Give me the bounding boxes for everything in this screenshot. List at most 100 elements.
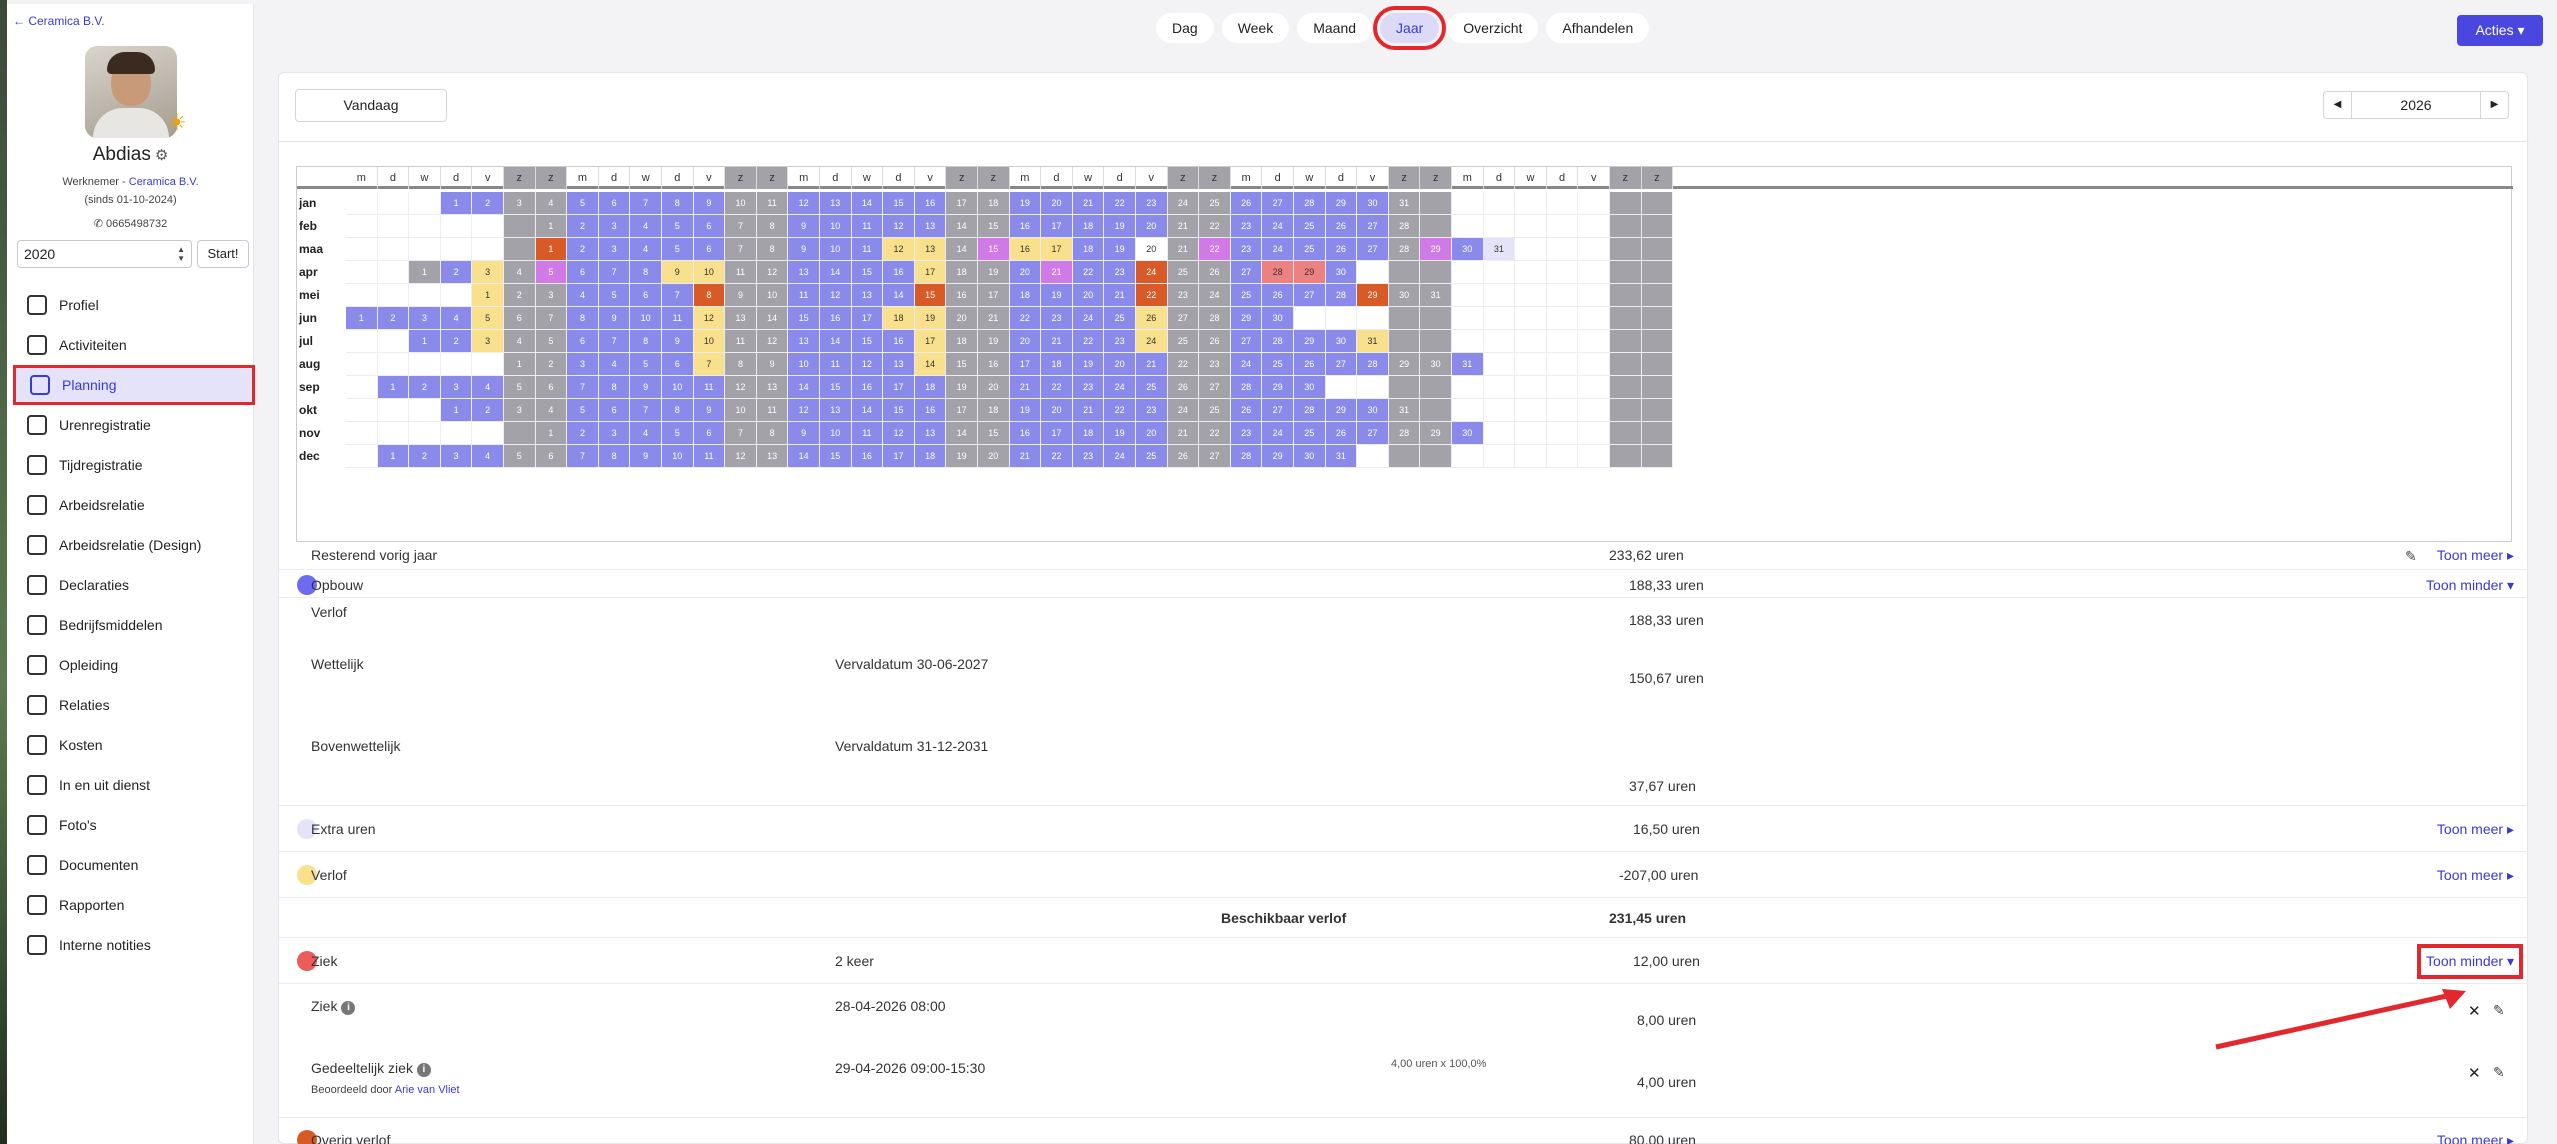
- day-cell[interactable]: 4: [630, 422, 662, 445]
- info-icon[interactable]: i: [341, 1001, 356, 1015]
- day-cell[interactable]: 18: [1009, 284, 1042, 307]
- day-cell[interactable]: 14: [914, 353, 947, 376]
- day-cell[interactable]: 11: [820, 353, 852, 376]
- day-cell[interactable]: 15: [978, 238, 1010, 261]
- day-cell[interactable]: 31: [1452, 353, 1484, 376]
- day-cell[interactable]: 30: [1325, 261, 1358, 284]
- sidebar-item-activiteiten[interactable]: Activiteiten: [13, 325, 255, 365]
- day-cell[interactable]: 5: [598, 284, 631, 307]
- day-cell[interactable]: 12: [756, 330, 789, 353]
- day-cell[interactable]: 22: [1009, 307, 1042, 330]
- day-cell[interactable]: 20: [978, 445, 1010, 468]
- day-cell[interactable]: 30: [1325, 330, 1358, 353]
- day-cell[interactable]: 24: [1167, 192, 1200, 215]
- day-cell[interactable]: 1: [472, 284, 504, 307]
- day-cell[interactable]: 26: [1230, 399, 1263, 422]
- day-cell[interactable]: 18: [978, 192, 1010, 215]
- day-cell[interactable]: 9: [662, 261, 694, 284]
- day-cell[interactable]: 23: [1041, 307, 1073, 330]
- sidebar-item-documenten[interactable]: Documenten: [13, 845, 255, 885]
- day-cell[interactable]: 29: [1388, 353, 1421, 376]
- day-cell[interactable]: 8: [598, 445, 631, 468]
- day-cell[interactable]: 10: [662, 376, 694, 399]
- day-cell[interactable]: 22: [1072, 330, 1105, 353]
- day-cell[interactable]: 6: [693, 238, 726, 261]
- day-cell[interactable]: 5: [535, 261, 568, 284]
- day-cell[interactable]: 17: [1041, 422, 1073, 445]
- start-button[interactable]: Start!: [197, 240, 249, 268]
- sidebar-item-arbeidsrelatie-design[interactable]: Arbeidsrelatie (Design): [13, 525, 255, 565]
- day-cell[interactable]: 21: [978, 307, 1010, 330]
- day-cell[interactable]: 14: [820, 330, 852, 353]
- day-cell[interactable]: 17: [978, 284, 1010, 307]
- day-cell[interactable]: 20: [1136, 422, 1168, 445]
- day-cell[interactable]: 6: [630, 284, 662, 307]
- day-cell[interactable]: 7: [725, 422, 757, 445]
- day-cell[interactable]: 25: [1199, 192, 1231, 215]
- day-cell[interactable]: 1: [409, 330, 441, 353]
- day-cell[interactable]: 25: [1294, 238, 1326, 261]
- day-cell[interactable]: 28: [1294, 192, 1326, 215]
- day-cell[interactable]: 6: [598, 399, 631, 422]
- day-cell[interactable]: 16: [914, 192, 947, 215]
- day-cell[interactable]: 22: [1199, 238, 1231, 261]
- day-cell[interactable]: 25: [1136, 376, 1168, 399]
- day-cell[interactable]: 26: [1167, 445, 1200, 468]
- day-cell[interactable]: 7: [630, 192, 662, 215]
- day-cell[interactable]: 12: [820, 284, 852, 307]
- sidebar-item-kosten[interactable]: Kosten: [13, 725, 255, 765]
- day-cell[interactable]: 10: [820, 422, 852, 445]
- day-cell[interactable]: 28: [1325, 284, 1358, 307]
- day-cell[interactable]: 7: [535, 307, 568, 330]
- toon-meer-link[interactable]: Toon meer ▸: [2436, 821, 2514, 837]
- day-cell[interactable]: 18: [914, 376, 947, 399]
- day-cell[interactable]: 21: [1041, 261, 1073, 284]
- day-cell[interactable]: 8: [725, 353, 757, 376]
- day-cell[interactable]: 14: [851, 399, 884, 422]
- day-cell[interactable]: 14: [946, 238, 978, 261]
- day-cell[interactable]: 21: [1041, 330, 1073, 353]
- day-cell[interactable]: 11: [851, 238, 884, 261]
- day-cell[interactable]: 14: [756, 307, 789, 330]
- day-cell[interactable]: 7: [693, 353, 726, 376]
- day-cell[interactable]: 12: [851, 353, 884, 376]
- day-cell[interactable]: 22: [1104, 192, 1136, 215]
- day-cell[interactable]: 10: [820, 238, 852, 261]
- day-cell[interactable]: 6: [693, 422, 726, 445]
- day-cell[interactable]: 6: [693, 215, 726, 238]
- day-cell[interactable]: 23: [1230, 215, 1263, 238]
- day-cell[interactable]: 26: [1199, 330, 1231, 353]
- day-cell[interactable]: 26: [1167, 376, 1200, 399]
- day-cell[interactable]: 16: [1009, 215, 1042, 238]
- day-cell[interactable]: 14: [851, 192, 884, 215]
- day-cell[interactable]: 21: [1167, 422, 1200, 445]
- day-cell[interactable]: 9: [630, 376, 662, 399]
- day-cell[interactable]: 21: [1167, 215, 1200, 238]
- day-cell[interactable]: 28: [1230, 445, 1263, 468]
- day-cell[interactable]: 2: [567, 238, 599, 261]
- gear-icon[interactable]: ⚙: [154, 147, 169, 164]
- day-cell[interactable]: 4: [630, 238, 662, 261]
- day-cell[interactable]: 3: [504, 192, 536, 215]
- day-cell[interactable]: 24: [1136, 261, 1168, 284]
- company-link[interactable]: Ceramica B.V.: [128, 176, 199, 188]
- day-cell[interactable]: 12: [883, 215, 915, 238]
- acties-button[interactable]: Acties ▾: [2457, 15, 2543, 46]
- day-cell[interactable]: 30: [1452, 238, 1484, 261]
- sidebar-item-rapporten[interactable]: Rapporten: [13, 885, 255, 925]
- day-cell[interactable]: 18: [1072, 422, 1105, 445]
- day-cell[interactable]: 28: [1357, 353, 1389, 376]
- day-cell[interactable]: 12: [725, 376, 757, 399]
- day-cell[interactable]: 21: [1167, 238, 1200, 261]
- day-cell[interactable]: 1: [535, 238, 568, 261]
- day-cell[interactable]: 26: [1199, 261, 1231, 284]
- day-cell[interactable]: 2: [472, 399, 504, 422]
- day-cell[interactable]: 22: [1072, 261, 1105, 284]
- day-cell[interactable]: 19: [946, 445, 978, 468]
- day-cell[interactable]: 31: [1388, 192, 1421, 215]
- day-cell[interactable]: 24: [1104, 376, 1136, 399]
- next-year-icon[interactable]: ▶: [2480, 92, 2508, 118]
- year-input[interactable]: 2020 ▲ ▼: [17, 240, 192, 268]
- day-cell[interactable]: 9: [598, 307, 631, 330]
- tab-jaar[interactable]: Jaar: [1373, 6, 1447, 50]
